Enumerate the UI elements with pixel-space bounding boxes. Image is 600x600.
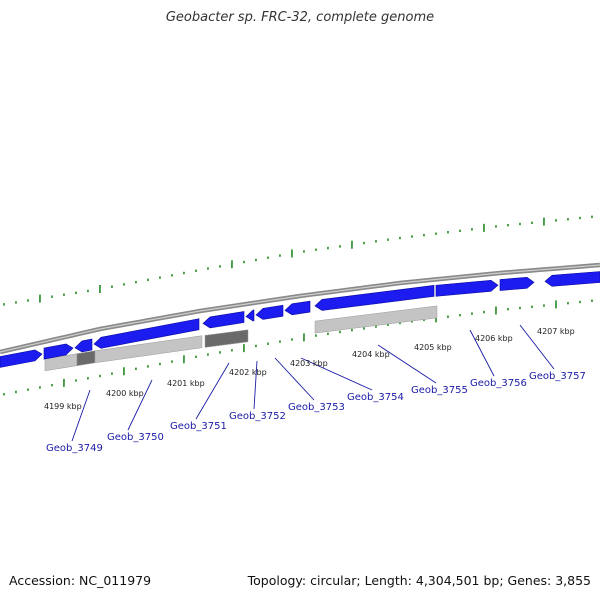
ruler-label: 4207 kbp (537, 327, 575, 336)
gene-labels: Geob_3749Geob_3750Geob_3751Geob_3752Geob… (46, 371, 586, 454)
gene-arrow-4[interactable] (93, 318, 200, 349)
genome-backbone (0, 262, 600, 355)
gene-arrow-10[interactable] (435, 279, 499, 297)
ruler-ticks (3, 215, 593, 396)
ruler-label: 4201 kbp (167, 379, 205, 388)
leader-line (195, 362, 230, 420)
leader-line (469, 329, 495, 377)
gene-arrow-5[interactable] (202, 311, 245, 329)
gene-label-geob-3755[interactable]: Geob_3755 (411, 385, 468, 396)
leader-line (127, 379, 153, 431)
leader-line (300, 357, 373, 391)
feature-track (44, 305, 438, 372)
backbone-highlight (0, 264, 600, 353)
leader-line (519, 324, 555, 370)
ruler-label: 4199 kbp (44, 402, 82, 411)
ruler-label: 4205 kbp (414, 343, 452, 352)
map-title: Geobacter sp. FRC-32, complete genome (165, 10, 435, 25)
accession-text: Accession: NC_011979 (9, 573, 152, 588)
gene-label-geob-3750[interactable]: Geob_3750 (107, 432, 164, 443)
label-leaders (71, 324, 555, 442)
gene-label-geob-3749[interactable]: Geob_3749 (46, 443, 103, 454)
gene-label-geob-3753[interactable]: Geob_3753 (288, 402, 345, 413)
ruler-label: 4202 kbp (229, 368, 267, 377)
gene-arrow-7[interactable] (255, 304, 284, 320)
gene-arrow-9[interactable] (314, 285, 435, 311)
ruler-label: 4203 kbp (290, 359, 328, 368)
gene-label-geob-3756[interactable]: Geob_3756 (470, 378, 527, 389)
gene-arrow-12[interactable] (544, 271, 600, 287)
gene-arrow-1[interactable] (0, 349, 43, 368)
gene-arrow-8[interactable] (284, 300, 311, 316)
gene-track (0, 271, 600, 368)
leader-line (71, 389, 91, 442)
ruler-label: 4204 kbp (352, 350, 390, 359)
gene-arrow-2[interactable] (43, 343, 74, 360)
feature-bar-3[interactable] (94, 335, 203, 364)
gene-label-geob-3757[interactable]: Geob_3757 (529, 371, 586, 382)
gene-arrow-6[interactable] (245, 309, 255, 322)
ruler-labels: 4199 kbp 4200 kbp 4201 kbp 4202 kbp 4203 kbp… (44, 327, 575, 411)
ruler-label: 4200 kbp (106, 389, 144, 398)
gene-label-geob-3752[interactable]: Geob_3752 (229, 411, 286, 422)
gene-arrow-11[interactable] (499, 276, 535, 291)
leader-line (377, 344, 437, 384)
feature-bar-2[interactable] (76, 350, 96, 366)
ruler-label: 4206 kbp (475, 334, 513, 343)
feature-bar-4[interactable] (204, 329, 249, 348)
genome-summary-text: Topology: circular; Length: 4,304,501 bp… (247, 573, 591, 588)
leader-line (253, 360, 258, 410)
feature-bar-5[interactable] (314, 305, 438, 334)
gene-arrow-3[interactable] (74, 338, 93, 353)
gene-label-geob-3751[interactable]: Geob_3751 (170, 421, 227, 432)
leader-line (274, 357, 315, 401)
gene-label-geob-3754[interactable]: Geob_3754 (347, 392, 404, 403)
